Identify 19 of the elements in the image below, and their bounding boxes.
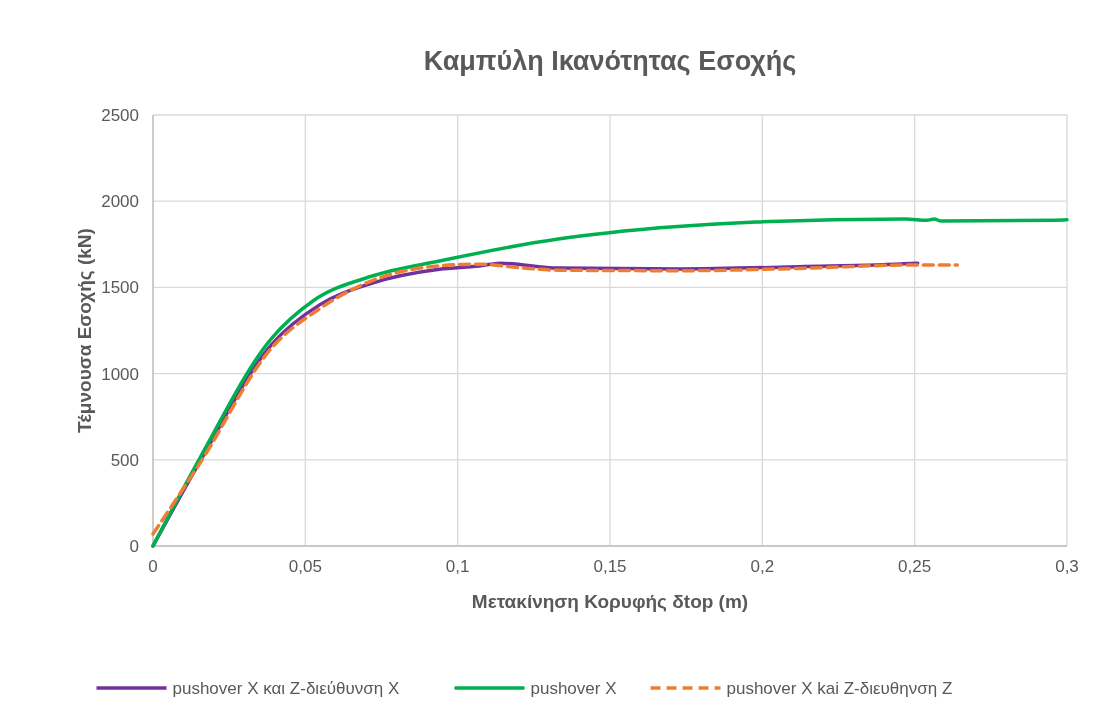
x-tick-label: 0,25	[898, 557, 932, 576]
x-tick-label: 0,1	[445, 557, 470, 576]
chart-title: Καμπύλη Ικανότητας Εσοχής	[423, 46, 797, 76]
legend-label: pushover X και Z-διεύθυνση X	[172, 678, 400, 698]
x-axis-title: Μετακίνηση Κορυφής δtop (m)	[471, 591, 749, 612]
y-tick-label: 2500	[101, 105, 139, 125]
legend-label: pushover X kai Z-διευθηνση Z	[726, 678, 953, 698]
y-tick-label: 2000	[101, 192, 139, 212]
y-axis-title: Τέμνουσα Εσοχής (kN)	[74, 228, 95, 433]
x-tick-label: 0,05	[288, 557, 322, 576]
x-tick-label: 0,15	[593, 557, 627, 576]
y-tick-label: 1500	[101, 278, 139, 298]
legend-label: pushover X	[530, 678, 617, 698]
x-tick-label: 0,3	[1055, 557, 1079, 576]
y-tick-label: 500	[110, 450, 139, 470]
y-tick-label: 0	[129, 536, 139, 556]
y-tick-label: 1000	[101, 364, 139, 384]
x-tick-label: 0,2	[750, 557, 775, 576]
x-tick-label: 0	[148, 557, 158, 576]
